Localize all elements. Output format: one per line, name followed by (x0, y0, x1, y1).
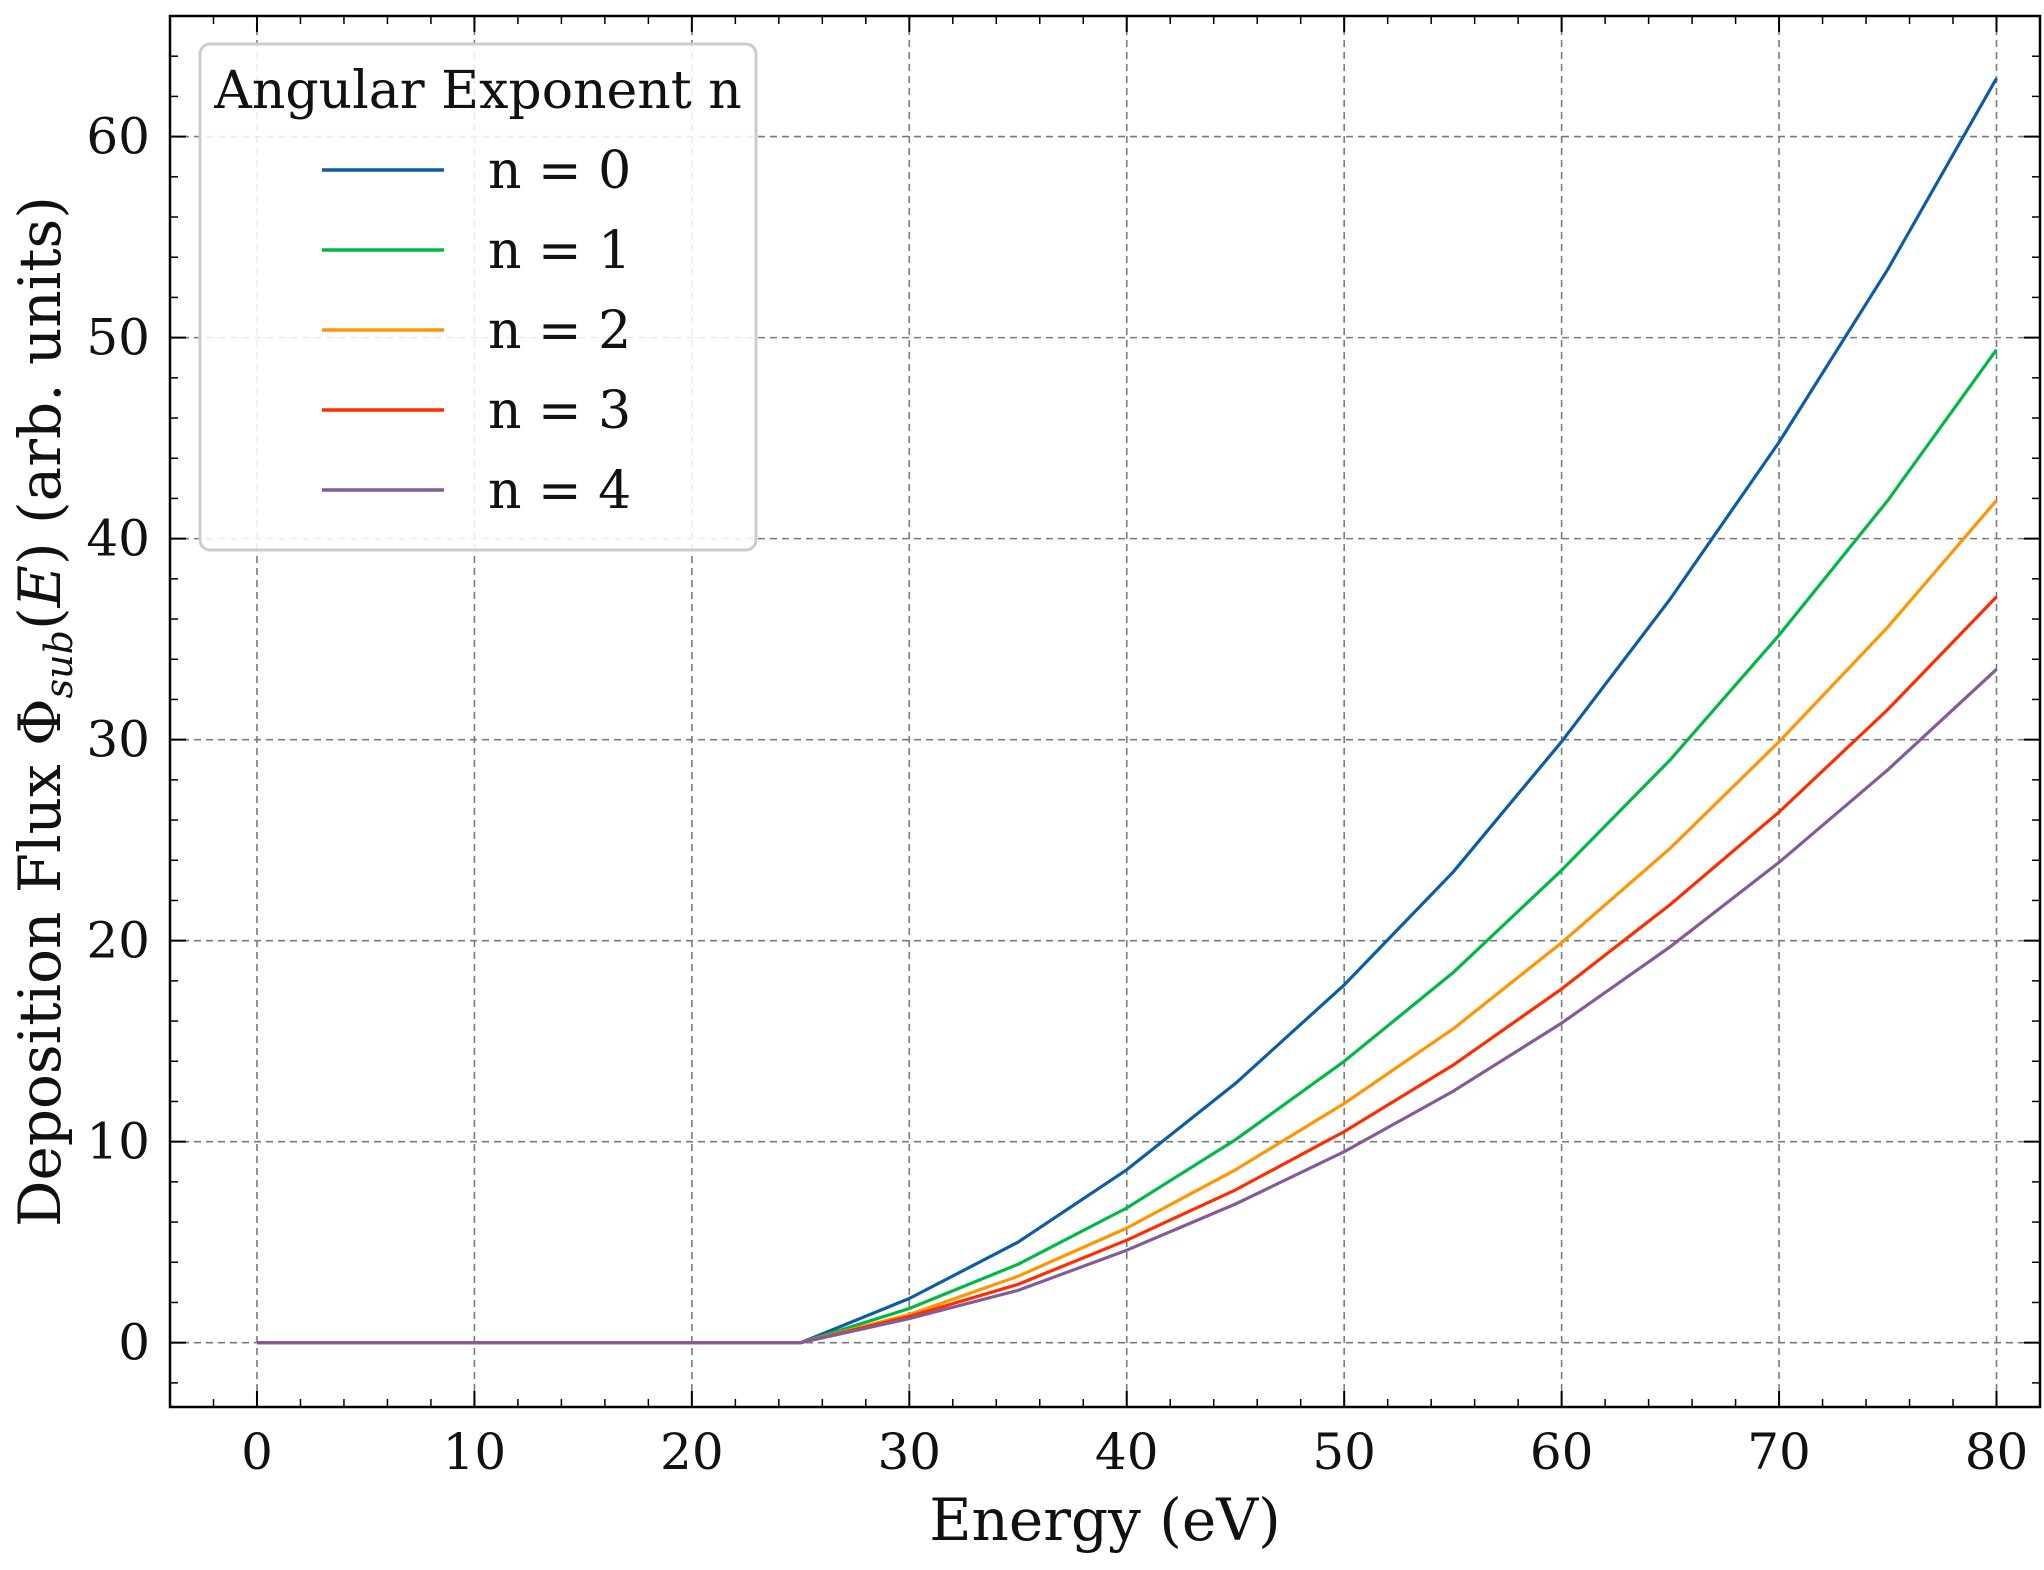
y-axis-label-suffix: (arb. units) (6, 196, 74, 542)
legend-title: Angular Exponent n (213, 61, 741, 121)
series-line-n1 (257, 348, 1998, 1345)
y-axis-label-open: ( (6, 607, 74, 630)
y-axis-label-prefix: Deposition Flux (6, 746, 74, 1227)
legend: Angular Exponent n n = 0n = 1n = 2n = 3n… (198, 42, 758, 552)
y-axis-label-subscript: sub (37, 630, 81, 698)
y-axis-label-symbol: Φ (6, 698, 74, 746)
x-tick-label: 10 (443, 1423, 507, 1481)
x-tick-label: 0 (241, 1423, 273, 1481)
x-axis-label: Energy (eV) (929, 1486, 1281, 1554)
y-tick-label: 20 (86, 912, 150, 970)
x-tick-label: 70 (1747, 1423, 1811, 1481)
x-tick-label: 20 (660, 1423, 724, 1481)
y-axis-label: Deposition Flux Φsub(E) (arb. units) (6, 196, 81, 1227)
plot-frame (168, 14, 2042, 1409)
legend-label-n2: n = 2 (488, 301, 631, 361)
tick-labels: 0 10 20 30 40 50 60 70 80 0 10 20 30 40 50 60 (86, 108, 2028, 1481)
legend-label-n4: n = 4 (488, 461, 631, 521)
legend-label-n3: n = 3 (488, 381, 631, 441)
legend-label-n0: n = 0 (488, 141, 631, 201)
series-line-n0 (257, 77, 1998, 1345)
x-tick-label: 40 (1095, 1423, 1159, 1481)
series-lines (257, 77, 1998, 1345)
y-axis-label-close: ) (6, 542, 74, 565)
y-tick-label: 30 (86, 711, 150, 769)
y-axis-label-arg: E (6, 565, 74, 608)
y-tick-label: 60 (86, 108, 150, 166)
legend-entries: n = 0 n = 1 n = 2 n = 3 n = 4 (322, 141, 631, 521)
y-tick-label: 40 (86, 510, 150, 568)
series-line-n3 (257, 595, 1998, 1345)
x-tick-label: 80 (1965, 1423, 2029, 1481)
series-line-n4 (257, 668, 1998, 1345)
x-tick-label: 60 (1530, 1423, 1594, 1481)
y-tick-label: 10 (86, 1113, 150, 1171)
axis-ticks (170, 15, 2041, 1407)
y-tick-label: 0 (118, 1314, 150, 1372)
series-line-n2 (257, 499, 1998, 1345)
y-tick-label: 50 (86, 309, 150, 367)
x-tick-label: 50 (1312, 1423, 1376, 1481)
legend-label-n1: n = 1 (488, 221, 631, 281)
x-tick-label: 30 (877, 1423, 941, 1481)
